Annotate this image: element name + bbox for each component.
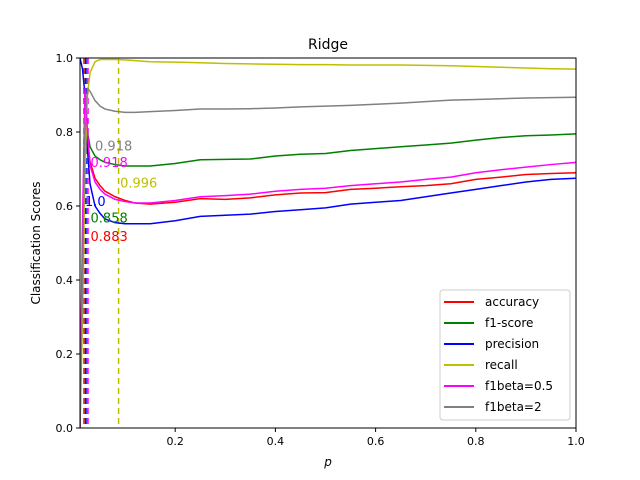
legend-label: f1beta=2 — [485, 400, 542, 414]
x-tick-label: 0.8 — [467, 435, 485, 448]
y-tick-label: 0.4 — [56, 274, 74, 287]
legend-label: f1-score — [485, 316, 533, 330]
legend-label: recall — [485, 358, 518, 372]
y-tick-label: 1.0 — [56, 52, 74, 65]
chart-title: Ridge — [308, 37, 348, 53]
legend-label: precision — [485, 337, 539, 351]
x-axis-label: p — [323, 455, 332, 469]
legend-label: accuracy — [485, 295, 539, 309]
y-tick-label: 0.0 — [56, 422, 74, 435]
series-line-f1beta-2 — [80, 87, 576, 428]
y-axis: 0.0 0.2 0.4 0.6 0.8 1.0 — [56, 52, 80, 435]
series-line-precision — [80, 58, 576, 225]
series-lines — [80, 58, 576, 428]
plot-frame — [79, 57, 577, 429]
x-tick-label: 0.6 — [367, 435, 385, 448]
annotation-label: 1.0 — [85, 195, 106, 210]
y-tick-label: 0.2 — [56, 348, 74, 361]
legend: accuracy f1-score precision recall f1beta=0.… — [439, 289, 571, 421]
annotation-label: 0.883 — [91, 230, 128, 245]
x-axis: 0.2 0.4 0.6 0.8 1.0 — [166, 428, 585, 448]
legend-label: f1beta=0.5 — [485, 379, 553, 393]
annotation-label: 0.918 — [95, 140, 132, 155]
series-line-f1-score — [80, 109, 576, 428]
series-line-recall — [80, 58, 576, 428]
y-axis-label: Classification Scores — [29, 181, 43, 304]
annotation-label: 0.858 — [91, 212, 128, 227]
annotation-label: 0.996 — [120, 177, 157, 192]
series-line-f1beta-0-5 — [80, 87, 576, 428]
y-tick-label: 0.6 — [56, 200, 74, 213]
x-tick-label: 0.4 — [267, 435, 285, 448]
y-tick-label: 0.8 — [56, 126, 74, 139]
series-line-accuracy — [80, 100, 576, 428]
x-tick-label: 1.0 — [567, 435, 585, 448]
x-tick-label: 0.2 — [166, 435, 184, 448]
annotation-label: 0.918 — [91, 156, 128, 171]
